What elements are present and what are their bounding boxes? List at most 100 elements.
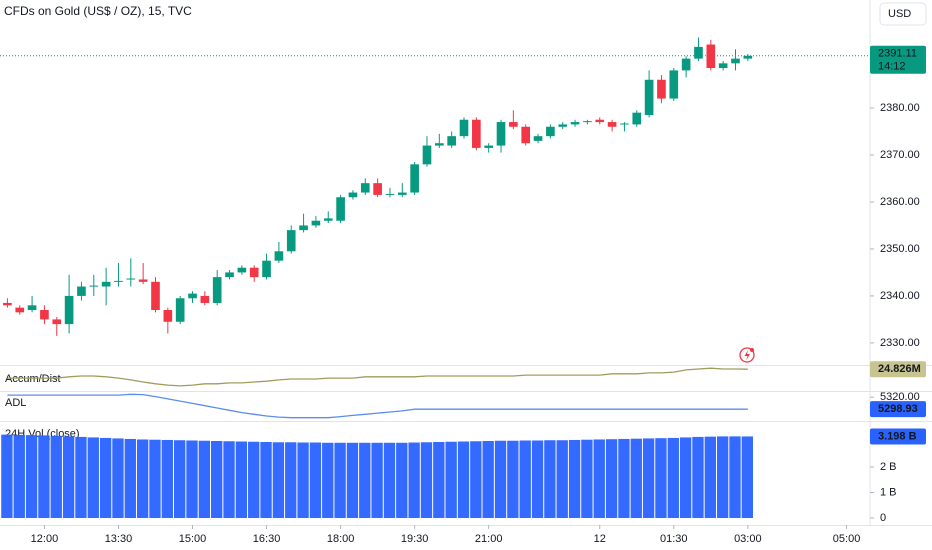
volume-bar	[371, 442, 383, 518]
alert-circle[interactable]	[739, 347, 755, 363]
volume-bar	[667, 437, 679, 518]
volume-bar	[297, 442, 309, 518]
x-tick-label: 13:30	[105, 533, 133, 545]
y-tick-label: 2380.00	[880, 102, 920, 114]
volume-bar	[605, 439, 618, 518]
candle-body	[731, 58, 740, 64]
volume-bar	[531, 440, 544, 518]
candle-body	[15, 307, 25, 313]
volume-bar	[470, 441, 482, 518]
x-tick-label: 03:00	[734, 533, 762, 545]
candle-body	[472, 119, 481, 148]
candle-body	[163, 310, 173, 322]
volume-bar	[396, 442, 408, 518]
chart-title: CFDs on Gold (US$ / OZ), 15, TVC	[4, 4, 192, 18]
candle-body	[681, 58, 691, 71]
x-tick-label: 12:00	[31, 533, 59, 545]
last-price-box	[870, 45, 926, 74]
currency-button[interactable]	[879, 2, 927, 26]
y-tick-label: 2370.00	[880, 149, 920, 161]
volume-bar	[25, 435, 38, 518]
alert-icon[interactable]	[739, 347, 755, 363]
volume-bar	[642, 438, 655, 518]
volume-bar	[272, 442, 285, 518]
volume-bar	[655, 438, 667, 518]
candle-body	[435, 143, 444, 146]
candle-body	[200, 295, 210, 303]
candle-body	[348, 192, 358, 198]
alert-dot[interactable]	[750, 348, 754, 352]
candle-body	[644, 79, 654, 116]
candle-body	[743, 55, 753, 59]
volume-bar	[457, 441, 470, 518]
volume-bar	[507, 440, 519, 518]
volume-bar	[38, 435, 50, 518]
x-tick-label: 15:00	[179, 533, 207, 545]
indicator-line	[7, 393, 748, 419]
candle-body	[299, 225, 308, 231]
volume-bar	[420, 442, 433, 518]
volume-bar	[161, 439, 173, 518]
volume-bar	[149, 439, 161, 518]
volume-bar	[716, 436, 729, 518]
x-tick-label: 18:00	[327, 533, 355, 545]
y-tick-label: 1 B	[880, 486, 897, 498]
candle-body	[620, 123, 629, 125]
candle-body	[249, 267, 259, 278]
alert-bolt[interactable]	[744, 350, 751, 361]
volume-bar	[75, 436, 87, 518]
candle-body	[336, 197, 345, 221]
x-tick-label: 01:30	[660, 533, 688, 545]
candle-body	[89, 285, 99, 287]
volume-bar	[482, 440, 494, 518]
volume-bar	[223, 441, 235, 518]
volume-bar	[260, 442, 272, 518]
volume-bar	[433, 442, 445, 518]
x-tick-label: 12	[594, 533, 606, 545]
candle-body	[718, 63, 728, 69]
candle-body	[385, 193, 395, 195]
x-tick-label: 19:30	[401, 533, 429, 545]
candle-body	[286, 230, 296, 252]
candle-body	[558, 124, 568, 127]
candle-body	[323, 218, 333, 221]
candle-body	[40, 310, 49, 320]
last-value-box	[870, 428, 926, 445]
last-value-label: 24.826M	[878, 363, 921, 375]
candle-body	[632, 112, 642, 125]
currency-label[interactable]: USD	[888, 8, 911, 20]
volume-bar	[87, 437, 99, 518]
volume-bar	[741, 436, 753, 518]
candle-body	[225, 272, 234, 278]
y-tick-label: 5320.00	[880, 391, 920, 403]
last-price-label: 2391.11	[878, 48, 917, 60]
volume-bar	[186, 440, 198, 518]
volume-bar	[729, 436, 741, 518]
volume-bar	[692, 436, 704, 518]
candle-body	[410, 164, 419, 193]
candle-body	[570, 122, 580, 125]
volume-bar	[235, 441, 248, 518]
candle-body	[459, 119, 469, 137]
candle-body	[77, 286, 86, 296]
candle-body	[706, 44, 716, 69]
candle-body	[422, 145, 432, 165]
bar-countdown: 14:12	[878, 61, 906, 73]
last-value-label: 3.198 B	[878, 430, 917, 442]
volume-bar	[309, 442, 322, 518]
y-tick-label: 2330.00	[880, 337, 920, 349]
candle-body	[188, 293, 197, 299]
candle-body	[595, 119, 605, 123]
y-tick-label: 2350.00	[880, 243, 920, 255]
candle-body	[274, 251, 284, 261]
volume-bar	[1, 434, 13, 518]
volume-bar	[62, 436, 75, 518]
volume-bar	[136, 439, 149, 518]
indicator-title: Accum/Dist	[5, 373, 61, 385]
candle-body	[175, 298, 185, 322]
volume-bar	[519, 440, 531, 518]
candle-body	[397, 192, 407, 195]
volume-bar	[346, 442, 359, 518]
candle-body	[114, 280, 123, 282]
candle-body	[27, 305, 37, 311]
